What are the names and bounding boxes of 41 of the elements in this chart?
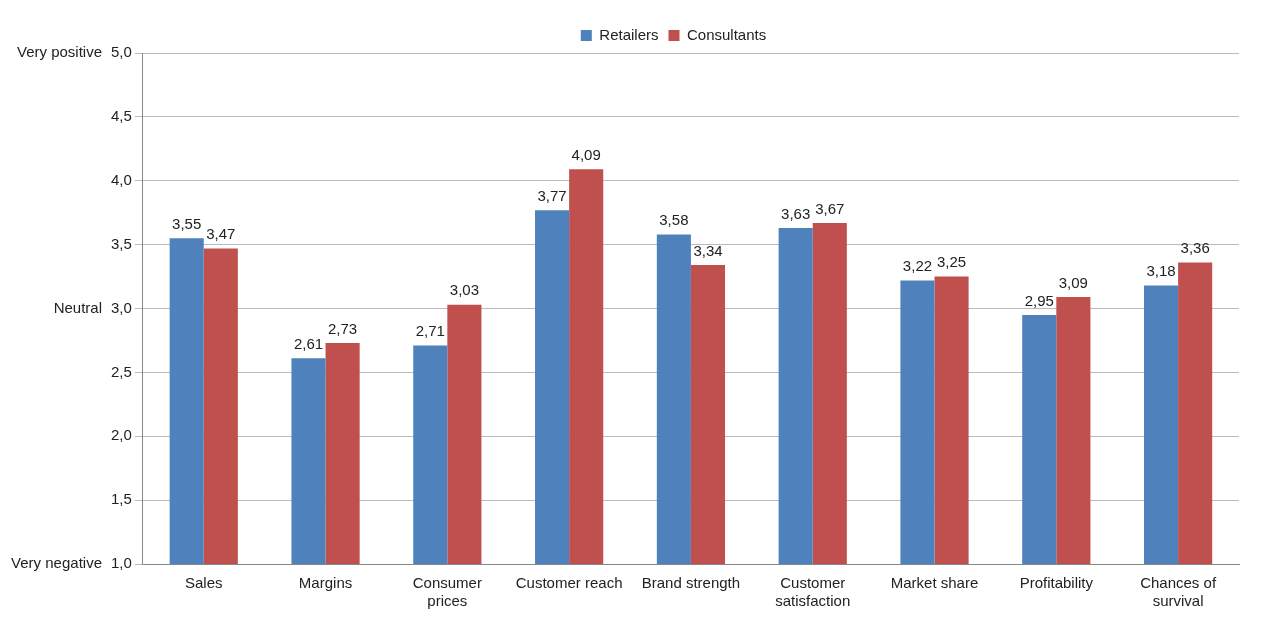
x-tick-label: Customer satisfaction bbox=[775, 574, 851, 610]
data-label: 4,09 bbox=[571, 145, 601, 163]
data-label: 2,73 bbox=[327, 319, 358, 337]
x-tick-label: Chances of survival bbox=[1140, 574, 1217, 610]
y-tick-label: 4,5 bbox=[110, 107, 132, 125]
data-label: 3,58 bbox=[659, 211, 689, 229]
x-tick-label: Market share bbox=[890, 574, 979, 592]
data-label: 3,67 bbox=[815, 199, 845, 217]
data-label: 3,77 bbox=[537, 186, 567, 204]
legend-label: Consultants bbox=[686, 25, 767, 43]
data-label: 2,71 bbox=[415, 322, 445, 340]
y-tick-label: 3,0 bbox=[110, 298, 132, 316]
y-tick-label: 1,5 bbox=[110, 490, 132, 508]
y-tick-label: 2,0 bbox=[110, 426, 132, 444]
text: Neutral bbox=[53, 298, 102, 316]
data-label: 3,09 bbox=[1058, 273, 1088, 291]
x-tick-label: Sales bbox=[184, 574, 223, 592]
y-tick-label: 3,5 bbox=[110, 234, 132, 252]
y-tick-label: 4,0 bbox=[110, 170, 132, 188]
data-label: 3,34 bbox=[693, 241, 723, 259]
data-label: 3,18 bbox=[1146, 262, 1176, 280]
x-tick-label: Margins bbox=[298, 574, 353, 592]
data-label: 3,03 bbox=[449, 281, 479, 299]
text: Very negative bbox=[11, 554, 102, 572]
data-label: 3,36 bbox=[1180, 239, 1210, 257]
data-label: 3,63 bbox=[781, 204, 811, 222]
x-tick-label: Profitability bbox=[1019, 574, 1094, 592]
data-label: 3,22 bbox=[902, 257, 933, 275]
x-tick-label: Consumer prices bbox=[412, 574, 482, 610]
data-label: 3,47 bbox=[206, 225, 236, 243]
y-tick-label: 1,0 bbox=[110, 554, 132, 572]
data-label: 2,61 bbox=[293, 334, 324, 352]
data-label: 3,55 bbox=[172, 214, 202, 232]
y-tick-label: 5,0 bbox=[110, 43, 132, 61]
data-label: 2,95 bbox=[1024, 291, 1054, 309]
data-label: 3,25 bbox=[936, 253, 967, 271]
x-tick-label: Customer reach bbox=[515, 574, 623, 592]
x-tick-label: Brand strength bbox=[641, 574, 741, 592]
y-tick-label: 2,5 bbox=[110, 362, 132, 380]
legend-label: Retailers bbox=[599, 25, 659, 43]
text: Very positive bbox=[16, 43, 102, 61]
